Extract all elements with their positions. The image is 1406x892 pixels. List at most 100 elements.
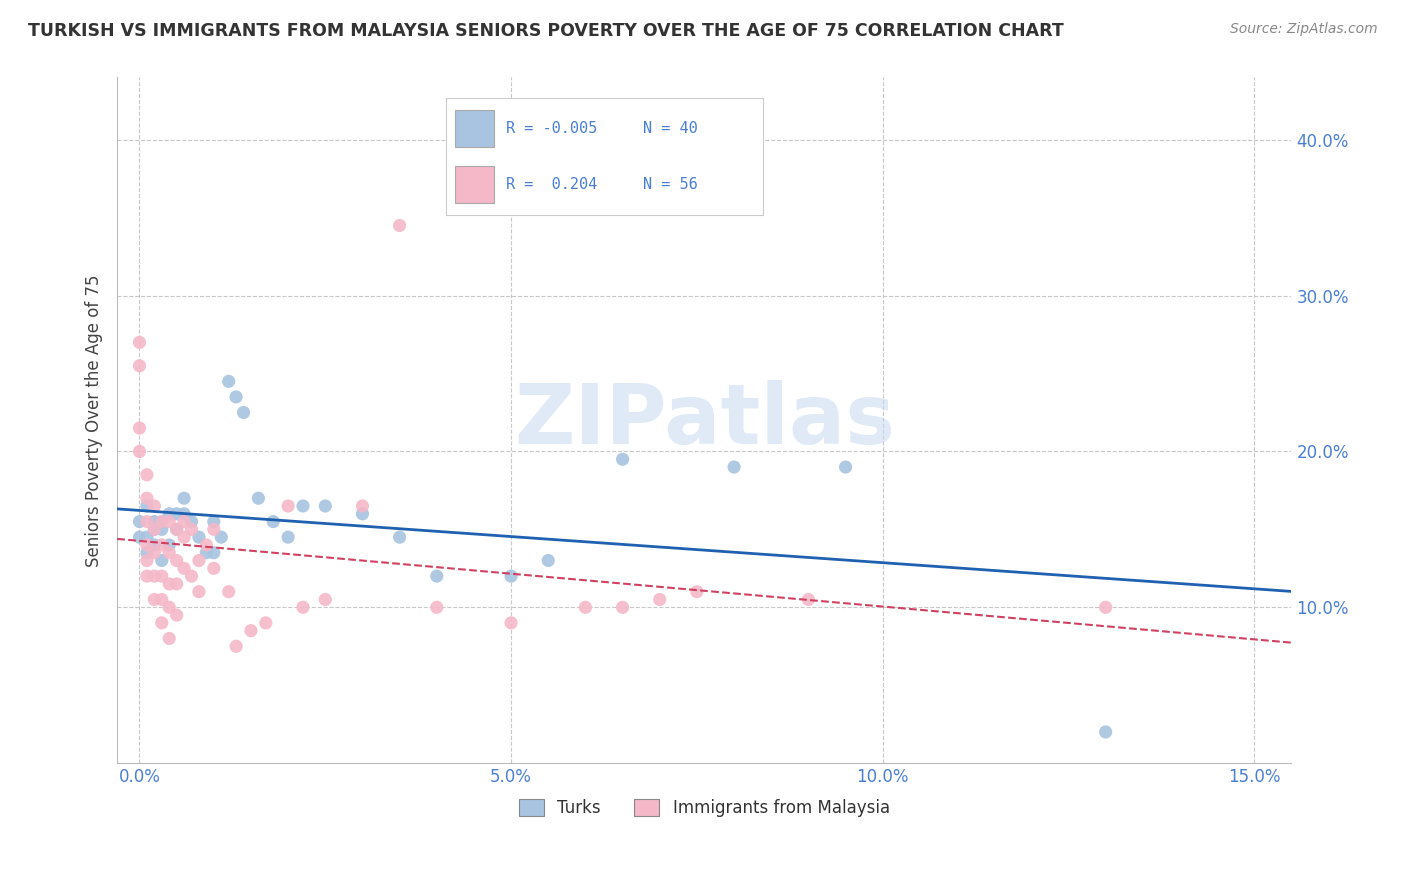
Point — [150, 592, 173, 607]
Point — [150, 538, 173, 552]
Point — [314, 592, 336, 607]
Point — [135, 515, 157, 529]
Point — [648, 592, 671, 607]
Point — [135, 467, 157, 482]
Text: ZIPatlas: ZIPatlas — [513, 380, 894, 461]
Point — [135, 530, 157, 544]
Point — [135, 546, 157, 560]
Point — [128, 335, 150, 350]
Point — [209, 530, 232, 544]
Point — [225, 390, 247, 404]
Point — [128, 421, 150, 435]
Point — [218, 374, 240, 388]
Point — [143, 522, 166, 536]
Point — [143, 569, 166, 583]
Point — [225, 639, 247, 653]
Point — [277, 499, 299, 513]
Point — [537, 553, 560, 567]
Point — [143, 515, 166, 529]
Point — [262, 515, 284, 529]
Y-axis label: Seniors Poverty Over the Age of 75: Seniors Poverty Over the Age of 75 — [86, 274, 103, 566]
Point — [157, 538, 180, 552]
Point — [143, 522, 166, 536]
Point — [187, 584, 209, 599]
Text: Source: ZipAtlas.com: Source: ZipAtlas.com — [1230, 22, 1378, 37]
Point — [135, 538, 157, 552]
Point — [180, 569, 202, 583]
Point — [218, 584, 240, 599]
Point — [247, 491, 270, 506]
Point — [150, 615, 173, 630]
Point — [254, 615, 277, 630]
Point — [150, 515, 173, 529]
Point — [612, 600, 634, 615]
Point — [388, 219, 411, 233]
Point — [157, 546, 180, 560]
Point — [128, 530, 150, 544]
Point — [173, 561, 195, 575]
Point — [797, 592, 820, 607]
Point — [135, 569, 157, 583]
Point — [166, 522, 188, 536]
Point — [187, 553, 209, 567]
Point — [173, 507, 195, 521]
Point — [150, 553, 173, 567]
Point — [150, 569, 173, 583]
Point — [150, 515, 173, 529]
Point — [202, 561, 225, 575]
Point — [135, 499, 157, 513]
Point — [291, 600, 314, 615]
Point — [291, 499, 314, 513]
Point — [202, 546, 225, 560]
Point — [128, 359, 150, 373]
Point — [426, 569, 449, 583]
Point — [135, 553, 157, 567]
Point — [239, 624, 262, 638]
Point — [128, 515, 150, 529]
Point — [157, 577, 180, 591]
Legend: Turks, Immigrants from Malaysia: Turks, Immigrants from Malaysia — [512, 792, 897, 823]
Point — [686, 584, 709, 599]
Point — [501, 569, 523, 583]
Point — [150, 522, 173, 536]
Point — [157, 515, 180, 529]
Point — [166, 522, 188, 536]
Point — [173, 515, 195, 529]
Point — [352, 507, 374, 521]
Point — [157, 632, 180, 646]
Point — [388, 530, 411, 544]
Point — [180, 522, 202, 536]
Point — [143, 538, 166, 552]
Point — [612, 452, 634, 467]
Point — [834, 460, 856, 475]
Point — [314, 499, 336, 513]
Point — [166, 608, 188, 623]
Point — [157, 600, 180, 615]
Point — [166, 507, 188, 521]
Point — [723, 460, 745, 475]
Point — [501, 615, 523, 630]
Point — [143, 499, 166, 513]
Point — [157, 507, 180, 521]
Point — [1094, 725, 1116, 739]
Point — [143, 592, 166, 607]
Point — [426, 600, 449, 615]
Point — [166, 577, 188, 591]
Text: TURKISH VS IMMIGRANTS FROM MALAYSIA SENIORS POVERTY OVER THE AGE OF 75 CORRELATI: TURKISH VS IMMIGRANTS FROM MALAYSIA SENI… — [28, 22, 1064, 40]
Point — [187, 530, 209, 544]
Point — [195, 538, 218, 552]
Point — [232, 405, 254, 419]
Point — [202, 515, 225, 529]
Point — [173, 491, 195, 506]
Point — [173, 530, 195, 544]
Point — [202, 522, 225, 536]
Point — [166, 553, 188, 567]
Point — [574, 600, 596, 615]
Point — [180, 515, 202, 529]
Point — [352, 499, 374, 513]
Point — [277, 530, 299, 544]
Point — [195, 546, 218, 560]
Point — [128, 444, 150, 458]
Point — [1094, 600, 1116, 615]
Point — [135, 491, 157, 506]
